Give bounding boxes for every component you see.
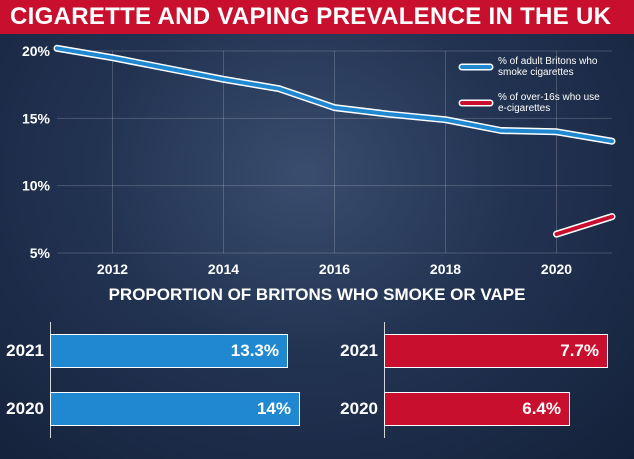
legend-label: e-cigarettes	[498, 103, 550, 114]
x-tick-label: 2020	[541, 261, 572, 277]
bar: 13.3%	[50, 334, 288, 368]
grid-layer	[57, 50, 612, 254]
y-tick-label: 10%	[22, 178, 51, 194]
line-chart: 5% 10% 15% 20% 2012 2014 2016 2018 2020 % of adu…	[22, 43, 616, 277]
bar-year-label: 2020	[340, 399, 378, 418]
bar: 6.4%	[384, 392, 570, 426]
vaping-line	[554, 214, 614, 237]
bar: 14%	[50, 392, 300, 426]
series-layer	[53, 44, 616, 238]
bar-year-label: 2021	[340, 341, 378, 360]
bar-year-label: 2021	[6, 341, 44, 360]
legend-label: % of adult Britons who	[498, 56, 598, 67]
x-tick-label: 2014	[208, 261, 239, 277]
bar-axis-line	[50, 322, 51, 438]
axis-layer: 5% 10% 15% 20% 2012 2014 2016 2018 2020	[22, 43, 572, 277]
page-title: CIGARETTE AND VAPING PREVALENCE IN THE U…	[0, 0, 634, 34]
y-tick-label: 20%	[22, 43, 51, 59]
y-tick-label: 15%	[22, 110, 51, 126]
section-subtitle: PROPORTION OF BRITONS WHO SMOKE OR VAPE	[108, 285, 526, 304]
x-tick-label: 2018	[430, 261, 461, 277]
bar-year-label: 2020	[6, 399, 44, 418]
x-tick-label: 2012	[97, 261, 128, 277]
bar: 7.7%	[384, 334, 608, 368]
bar-axis-line	[384, 322, 385, 438]
legend-label: smoke cigarettes	[498, 67, 574, 78]
legend-label: % of over-16s who use	[498, 92, 600, 103]
x-tick-label: 2016	[319, 261, 350, 277]
smoking-line	[55, 46, 614, 144]
y-tick-label: 5%	[30, 245, 51, 261]
